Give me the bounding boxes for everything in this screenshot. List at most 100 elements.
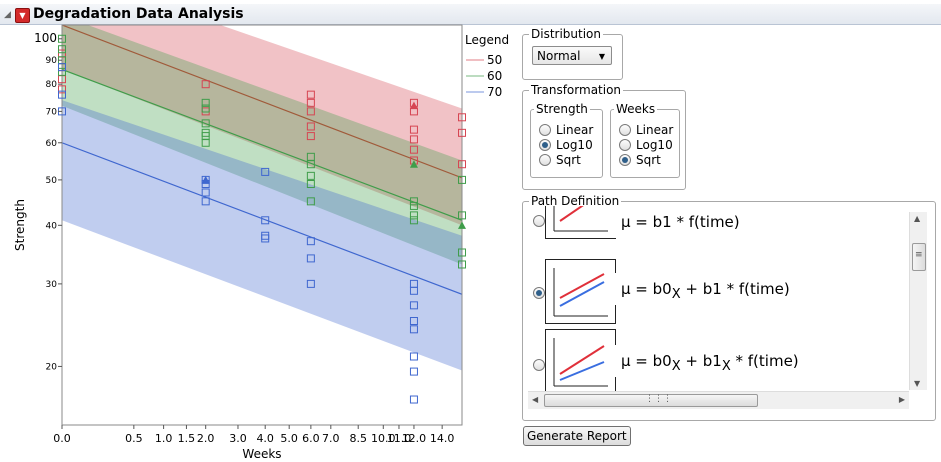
data-point-50 [458, 128, 466, 137]
data-point-70 [409, 325, 418, 334]
radio-button[interactable] [539, 123, 551, 136]
b0-term: b0 [652, 352, 672, 370]
x-tick-label: 3.0 [229, 432, 247, 445]
data-point-70 [261, 216, 270, 225]
vertical-scrollbar[interactable]: ▲ ≡ ▼ [909, 212, 927, 390]
distribution-title: Distribution [529, 26, 604, 42]
path-definition-list: μ = b1 * f(time) μ = b0X + b1 * f(time) … [527, 206, 929, 406]
data-point-70 [261, 234, 270, 243]
plus-sign: + [680, 352, 703, 370]
data-point-70 [306, 279, 315, 288]
option-label: Log10 [556, 137, 593, 152]
path-option-3[interactable]: μ = b0X + b1X * f(time) [527, 329, 907, 401]
data-point-60 [409, 211, 418, 220]
path-formula: μ = b0X + b1X * f(time) [615, 345, 805, 377]
data-point-70 [306, 237, 315, 246]
data-point-50 [201, 80, 210, 89]
weeks-linear-option[interactable]: Linear [619, 122, 673, 137]
data-point-50 [458, 113, 466, 122]
radio-button[interactable] [539, 153, 551, 166]
subscript-x: X [671, 287, 681, 302]
red-triangle-menu-icon[interactable]: ▼ [15, 8, 30, 23]
x-tick-label: 12.0 [402, 432, 427, 445]
transformation-title: Transformation [529, 82, 624, 98]
data-point-60 [458, 211, 466, 220]
option-label: Linear [556, 122, 594, 137]
weeks-group: Weeks [610, 101, 680, 178]
data-point-50 [409, 125, 418, 134]
formula-text: b1 * f(time) [652, 213, 740, 231]
data-point-70 [201, 188, 210, 197]
formula-tail: + b1 * f(time) [680, 280, 790, 298]
data-point-50 [306, 90, 315, 99]
path-thumbnail [545, 206, 616, 239]
strength-title: Strength [534, 101, 590, 117]
weeks-title: Weeks [614, 101, 658, 117]
legend-title: Legend [465, 33, 509, 47]
horizontal-scrollbar[interactable]: ◀ ⋮⋮⋮ ▶ [528, 391, 909, 409]
path-formula: μ = b0X + b1 * f(time) [615, 273, 796, 305]
transformation-panel: Transformation Strength Weeks [522, 82, 686, 190]
path-thumbnail [545, 259, 616, 324]
path-definition-title: Path Definition [529, 193, 622, 209]
data-point-50 [409, 135, 418, 144]
y-tick-label: 50 [46, 176, 58, 186]
horizontal-scroll-thumb[interactable]: ⋮⋮⋮ [544, 394, 758, 407]
radio-button[interactable] [533, 359, 545, 371]
path-option-2[interactable]: μ = b0X + b1 * f(time) [527, 257, 907, 329]
data-point-50 [306, 98, 315, 107]
data-point-60 [58, 45, 66, 54]
path-option-1[interactable]: μ = b1 * f(time) [527, 206, 907, 244]
x-tick-label: 1.0 [155, 432, 173, 445]
collapse-icon[interactable]: ◢ [4, 10, 11, 20]
b1-term: b1 [702, 352, 722, 370]
mu-prefix: μ = [621, 213, 653, 231]
radio-button[interactable] [619, 138, 631, 151]
mean-marker-60 [458, 221, 466, 229]
data-point-70 [409, 317, 418, 326]
b0-term: b0 [652, 280, 672, 298]
legend-label-70: 70 [487, 85, 502, 99]
scroll-up-icon[interactable]: ▲ [914, 214, 921, 223]
scroll-down-icon[interactable]: ▼ [914, 379, 921, 388]
data-point-60 [306, 180, 315, 189]
data-point-60 [409, 216, 418, 225]
weeks-sqrt-option[interactable]: Sqrt [619, 152, 661, 167]
radio-button[interactable] [533, 215, 545, 227]
x-tick-label: 8.5 [349, 432, 367, 445]
y-tick-label: 100 [34, 31, 57, 45]
legend-label-50: 50 [487, 53, 502, 67]
data-point-50 [409, 145, 418, 154]
data-point-60 [458, 248, 466, 257]
x-axis-label: Weeks [242, 447, 281, 461]
scroll-left-icon[interactable]: ◀ [532, 395, 539, 404]
y-axis-label: Strength [13, 199, 27, 251]
x-tick-label: 6.0 [302, 432, 320, 445]
scroll-right-icon[interactable]: ▶ [898, 395, 905, 404]
option-label: Sqrt [556, 152, 581, 167]
subscript-x: X [671, 359, 681, 374]
distribution-select[interactable]: Normal ▼ [532, 46, 612, 65]
data-point-60 [201, 138, 210, 147]
data-point-70 [409, 286, 418, 295]
radio-button[interactable] [619, 153, 631, 166]
radio-button[interactable] [533, 287, 545, 299]
data-point-50 [58, 85, 66, 94]
x-tick-label: 2.0 [197, 432, 215, 445]
legend-label-60: 60 [487, 69, 502, 83]
generate-report-button[interactable]: Generate Report [523, 426, 631, 446]
data-point-60 [201, 98, 210, 107]
data-point-60 [409, 201, 418, 210]
vertical-scroll-thumb[interactable]: ≡ [912, 243, 926, 271]
x-tick-label: 11.0 [387, 432, 412, 445]
strength-log10-option[interactable]: Log10 [539, 137, 593, 152]
radio-button[interactable] [539, 138, 551, 151]
weeks-log10-option[interactable]: Log10 [619, 137, 673, 152]
strength-sqrt-option[interactable]: Sqrt [539, 152, 581, 167]
radio-button[interactable] [619, 123, 631, 136]
strength-linear-option[interactable]: Linear [539, 122, 593, 137]
data-point-70 [409, 301, 418, 310]
mu-prefix: μ = [621, 352, 653, 370]
distribution-panel: Distribution [522, 26, 623, 80]
data-point-70 [306, 254, 315, 263]
